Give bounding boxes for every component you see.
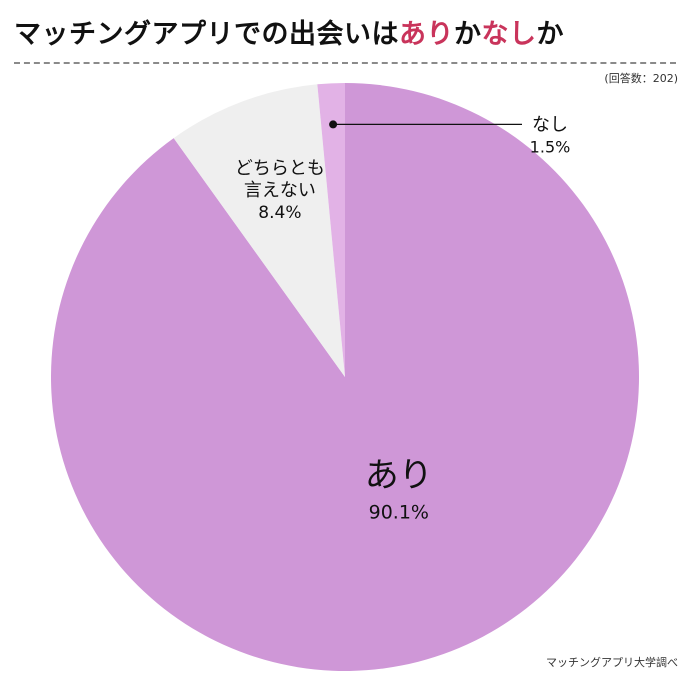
title-highlight-nashi: なし [481, 19, 537, 50]
slice-label-ari: あり [365, 456, 433, 496]
slice-value-dochiratomo: 8.4% [258, 203, 301, 223]
title-part-5: か [536, 19, 564, 50]
pie-slice-dochiratomo [173, 84, 345, 378]
chart-title: マッチングアプリでの出会いはありかなしか [14, 12, 564, 51]
slice-value-nashi: 1.5% [530, 137, 571, 156]
title-divider [14, 62, 676, 64]
title-highlight-ari: あり [399, 19, 454, 50]
source-note: マッチングアプリ大学調べ [546, 656, 678, 669]
title-part-1: マッチングアプリでの出会いは [14, 19, 399, 50]
title-part-3: か [454, 19, 482, 50]
slice-label-dochiratomo-line-2: 言えない [244, 180, 316, 201]
sample-size-note: (回答数：202) [604, 72, 678, 85]
pie-slice-ari [51, 83, 640, 672]
pie-slice-nashi [317, 82, 345, 377]
slice-label-dochiratomo-line-1: どちらとも [235, 158, 325, 179]
slice-label-nashi: なし [532, 114, 568, 135]
slice-value-ari: 90.1% [369, 502, 429, 524]
